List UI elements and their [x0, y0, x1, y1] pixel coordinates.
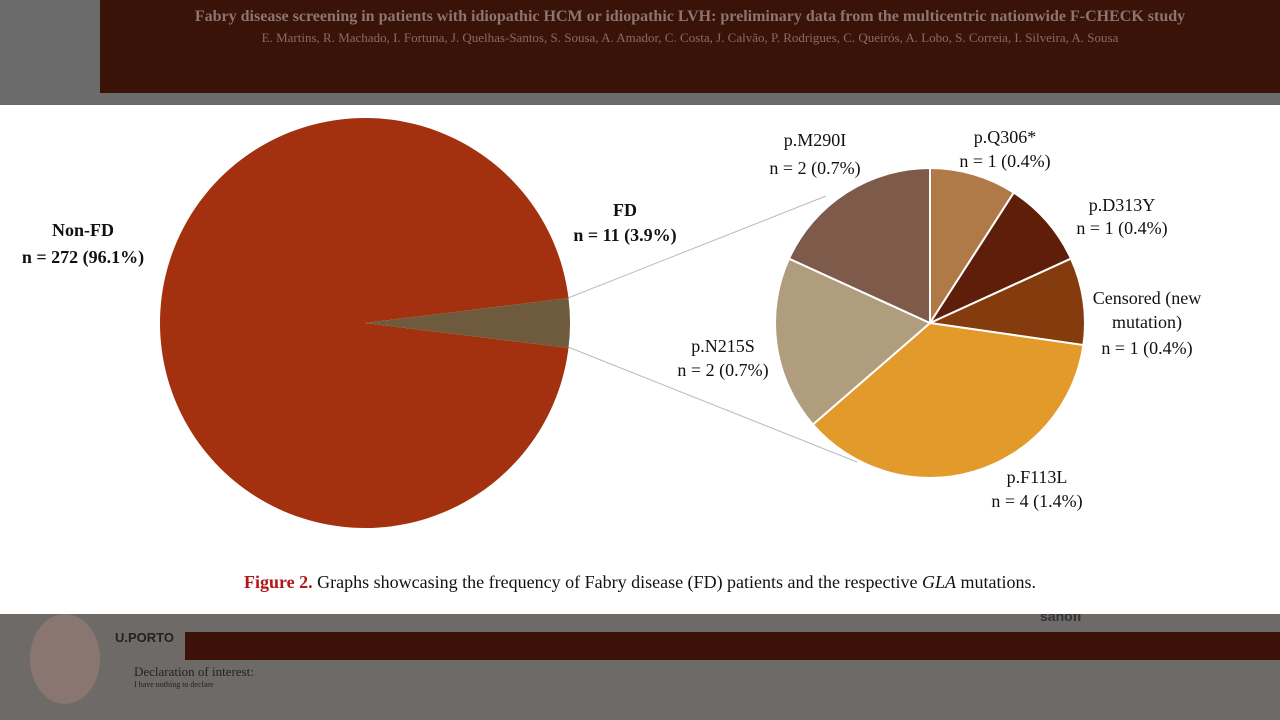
caption-text: mutations.: [960, 572, 1037, 592]
slice-value-label: n = 2 (0.7%): [769, 158, 861, 178]
pie-slice: [159, 118, 569, 528]
poster-footer: U.PORTO sanofi Declaration of interest: …: [0, 608, 1280, 720]
poster-authors: E. Martins, R. Machado, I. Fortuna, J. Q…: [261, 30, 1119, 45]
caption-text: Graphs showcasing the frequency of Fabry…: [317, 572, 918, 592]
slice-label: p.M290I: [783, 130, 847, 150]
pie-slice: [929, 166, 1016, 327]
pie-slice: [787, 166, 931, 325]
connector: [567, 346, 858, 463]
slice-label: FD: [613, 200, 637, 220]
footer-bar: [185, 632, 1280, 660]
slice-value-label: n = 1 (0.4%): [959, 151, 1051, 171]
slice-value-label: n = 11 (3.9%): [573, 225, 677, 245]
slice-label: p.F113L: [1006, 467, 1068, 487]
slice-value-label: n = 4 (1.4%): [991, 491, 1083, 511]
declaration-title: Declaration of interest:: [134, 664, 254, 679]
slice-value-label: n = 1 (0.4%): [1101, 338, 1193, 358]
slice-label: Non-FD: [52, 220, 114, 240]
logo: U.PORTO: [115, 630, 174, 645]
slice-value-label: n = 2 (0.7%): [677, 360, 769, 380]
decor-circle: [30, 614, 100, 704]
poster-title: Fabry disease screening in patients with…: [194, 8, 1186, 25]
pie-slice: [811, 321, 1085, 479]
pie-slice: [365, 298, 570, 348]
slice-label: Censored (new mutation): [1092, 288, 1202, 332]
pie-slice: [774, 257, 932, 426]
slice-value-label: n = 1 (0.4%): [1076, 218, 1168, 238]
caption-label: Figure 2.: [244, 572, 313, 592]
slice-label: p.D313Y: [1088, 195, 1156, 215]
caption: Figure 2. Graphs showcasing the frequenc…: [0, 572, 1280, 593]
poster-header: Fabry disease screening in patients with…: [100, 0, 1280, 93]
declaration-text: I have nothing to declare: [134, 680, 214, 689]
slice-label: p.N215S: [691, 336, 755, 356]
pie-slice: [926, 257, 1086, 347]
pie-slice: [927, 191, 1073, 326]
slice-value-label: n = 272 (96.1%): [21, 247, 145, 267]
caption-italic: GLA: [921, 572, 956, 592]
connector: [567, 195, 827, 299]
slice-label: p.Q306*: [973, 127, 1037, 147]
